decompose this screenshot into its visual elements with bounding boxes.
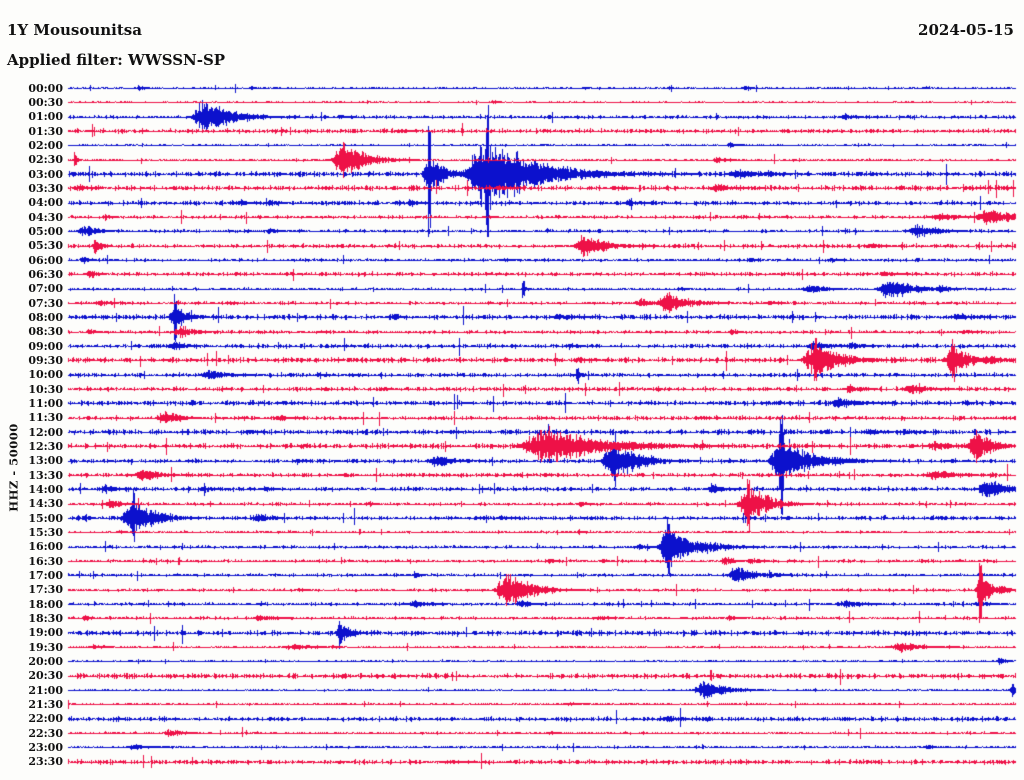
time-label: 18:30 bbox=[28, 611, 63, 625]
time-label: 08:30 bbox=[28, 325, 63, 339]
time-label: 11:30 bbox=[28, 411, 63, 425]
time-label: 09:30 bbox=[28, 353, 63, 367]
time-label: 21:00 bbox=[28, 683, 63, 697]
time-label: 01:30 bbox=[28, 124, 63, 138]
time-label: 17:00 bbox=[28, 568, 63, 582]
time-label: 19:30 bbox=[28, 640, 63, 654]
time-label: 11:00 bbox=[28, 396, 63, 410]
time-label: 20:00 bbox=[28, 654, 63, 668]
time-label: 14:00 bbox=[28, 482, 63, 496]
time-label: 12:30 bbox=[28, 439, 63, 453]
time-label: 20:30 bbox=[28, 669, 63, 683]
time-label: 06:00 bbox=[28, 253, 63, 267]
time-label: 16:30 bbox=[28, 554, 63, 568]
time-label: 18:00 bbox=[28, 597, 63, 611]
date-label: 2024-05-15 bbox=[918, 21, 1014, 39]
time-label: 10:30 bbox=[28, 382, 63, 396]
time-label: 04:00 bbox=[28, 196, 63, 210]
time-label: 08:00 bbox=[28, 310, 63, 324]
time-label: 23:00 bbox=[28, 740, 63, 754]
time-label: 01:00 bbox=[28, 110, 63, 124]
time-label: 06:30 bbox=[28, 267, 63, 281]
time-label: 00:30 bbox=[28, 95, 63, 109]
time-label: 22:00 bbox=[28, 712, 63, 726]
time-label: 22:30 bbox=[28, 726, 63, 740]
time-label: 13:00 bbox=[28, 454, 63, 468]
time-label: 05:00 bbox=[28, 224, 63, 238]
time-label: 05:30 bbox=[28, 239, 63, 253]
time-label: 10:00 bbox=[28, 368, 63, 382]
time-label: 03:30 bbox=[28, 181, 63, 195]
time-label: 03:00 bbox=[28, 167, 63, 181]
time-label: 07:30 bbox=[28, 296, 63, 310]
time-label: 07:00 bbox=[28, 282, 63, 296]
time-label: 09:00 bbox=[28, 339, 63, 353]
time-label: 21:30 bbox=[28, 697, 63, 711]
time-label: 00:00 bbox=[28, 81, 63, 95]
time-label: 04:30 bbox=[28, 210, 63, 224]
time-label: 23:30 bbox=[28, 755, 63, 769]
time-label: 17:30 bbox=[28, 583, 63, 597]
time-label: 15:00 bbox=[28, 511, 63, 525]
time-label: 16:00 bbox=[28, 540, 63, 554]
time-label: 13:30 bbox=[28, 468, 63, 482]
time-label: 02:30 bbox=[28, 153, 63, 167]
time-label: 14:30 bbox=[28, 497, 63, 511]
time-label: 02:00 bbox=[28, 138, 63, 152]
time-label: 19:00 bbox=[28, 626, 63, 640]
applied-filter-label: Applied filter: WWSSN-SP bbox=[7, 51, 226, 69]
station-title: 1Y Mousounitsa bbox=[7, 21, 142, 39]
time-label: 12:00 bbox=[28, 425, 63, 439]
time-label: 15:30 bbox=[28, 525, 63, 539]
